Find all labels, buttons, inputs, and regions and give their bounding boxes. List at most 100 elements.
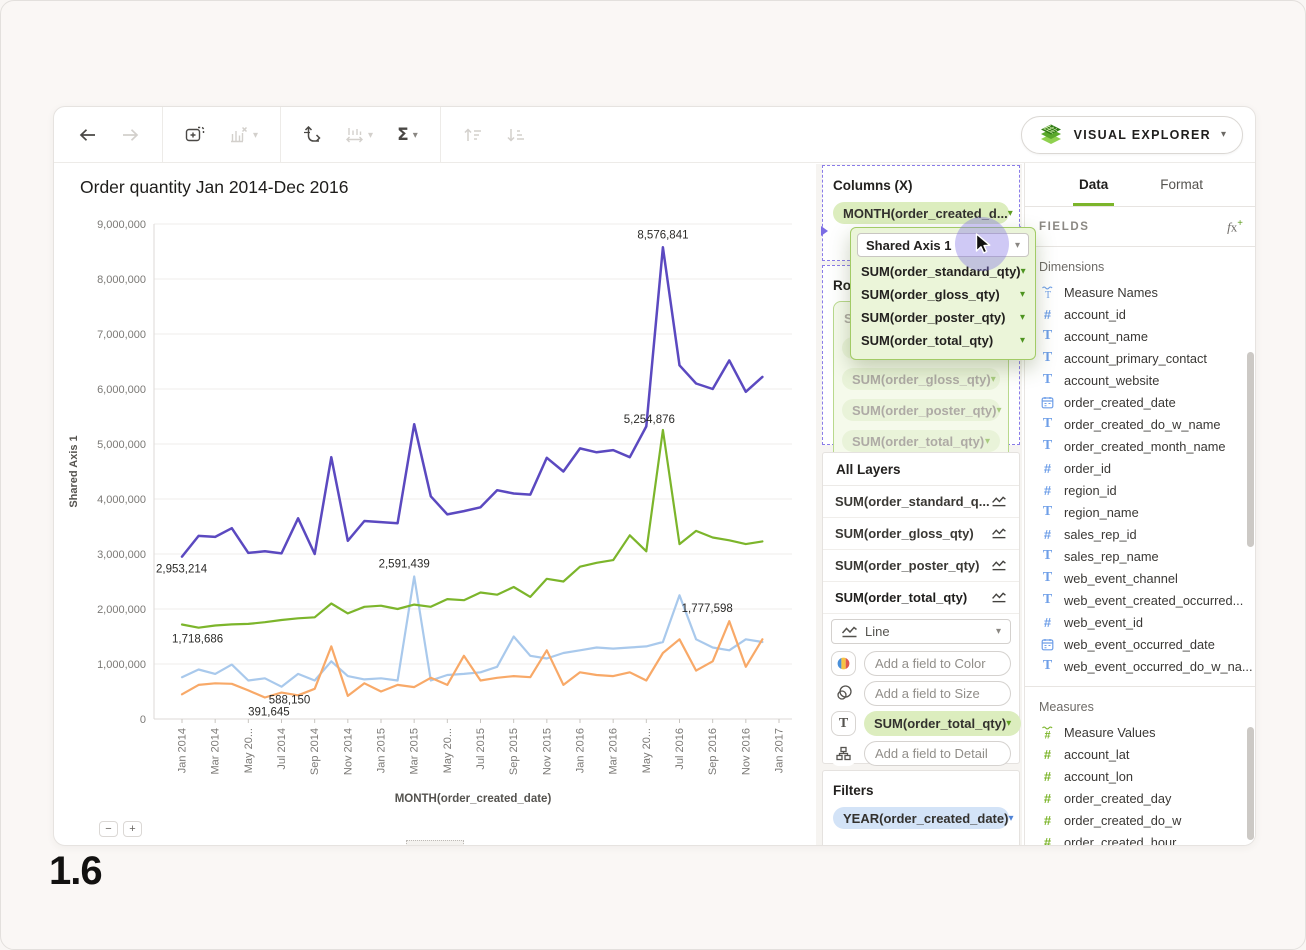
field-item[interactable]: Taccount_website (1025, 369, 1256, 391)
svg-text:5,254,876: 5,254,876 (624, 414, 675, 426)
tab-format[interactable]: Format (1160, 163, 1203, 206)
svg-text:Jan 2015: Jan 2015 (376, 728, 388, 773)
chart-zoom-controls: − + (99, 821, 142, 837)
fx-add-calculation-icon[interactable]: fx+ (1227, 218, 1243, 235)
dragged-pill[interactable]: SUM(order_total_qty)▾ (857, 329, 1029, 352)
dragged-shared-axis-card[interactable]: Shared Axis 1 ▾ SUM(order_standard_qty)▾… (850, 227, 1036, 360)
field-item[interactable]: #Measure Values (1025, 721, 1256, 743)
svg-text:Shared Axis 1: Shared Axis 1 (68, 435, 80, 507)
svg-text:6,000,000: 6,000,000 (97, 384, 146, 396)
field-item[interactable]: TMeasure Names (1025, 281, 1256, 303)
field-item[interactable]: #account_lat (1025, 743, 1256, 765)
dragged-pill[interactable]: SUM(order_gloss_qty)▾ (857, 283, 1029, 306)
detail-field-input[interactable]: Add a field to Detail (864, 741, 1011, 766)
delete-visualization-button: ▾ (221, 120, 266, 149)
resize-bars-icon (345, 126, 364, 143)
field-item[interactable]: #region_id (1025, 479, 1256, 501)
chevron-down-icon[interactable]: ▾ (1006, 718, 1011, 729)
detail-icon[interactable] (831, 741, 856, 766)
field-item[interactable]: web_event_occurred_date (1025, 633, 1256, 655)
field-item[interactable]: Tregion_name (1025, 501, 1256, 523)
dimensions-list: TMeasure Names#account_idTaccount_nameTa… (1025, 281, 1256, 677)
field-item[interactable]: #order_id (1025, 457, 1256, 479)
layer-tab[interactable]: SUM(order_gloss_qty) (823, 518, 1019, 550)
field-item[interactable]: #web_event_id (1025, 611, 1256, 633)
text-icon[interactable]: T (831, 711, 856, 736)
dragged-pill[interactable]: SUM(order_standard_qty)▾ (857, 260, 1029, 283)
field-item[interactable]: Tweb_event_created_occurred... (1025, 589, 1256, 611)
mark-type-dropdown[interactable]: Line ▾ (831, 619, 1011, 644)
svg-text:8,000,000: 8,000,000 (97, 274, 146, 286)
line-mark-icon (991, 560, 1007, 571)
field-item[interactable]: Tsales_rep_name (1025, 545, 1256, 567)
field-item[interactable]: Torder_created_do_w_name (1025, 413, 1256, 435)
back-button[interactable] (70, 121, 105, 149)
arrow-right-icon (121, 127, 140, 143)
field-item[interactable]: Tweb_event_occurred_do_w_na... (1025, 655, 1256, 677)
chevron-down-icon: ▾ (1020, 312, 1025, 323)
layer-tab[interactable]: SUM(order_poster_qty) (823, 550, 1019, 582)
line-chart[interactable]: 01,000,0002,000,0003,000,0004,000,0005,0… (62, 157, 818, 817)
zoom-out-button[interactable]: − (99, 821, 118, 837)
measures-scrollbar[interactable] (1247, 727, 1254, 840)
forward-button (113, 121, 148, 149)
layer-tab[interactable]: SUM(order_standard_q... (823, 486, 1019, 518)
svg-text:Sep 2016: Sep 2016 (707, 728, 719, 775)
pill-year-order-created-date[interactable]: YEAR(order_created_date) ▾ (833, 807, 1009, 829)
chevron-down-icon: ▾ (1221, 129, 1226, 140)
tab-data[interactable]: Data (1079, 163, 1108, 206)
rows-pill[interactable]: SUM(order_gloss_qty)▾ (842, 368, 1000, 390)
all-layers-tab[interactable]: All Layers (823, 453, 1019, 486)
chevron-down-icon: ▾ (1021, 266, 1026, 277)
resize-bars-button: ▾ (337, 120, 381, 149)
swap-axes-button[interactable] (295, 120, 329, 149)
chevron-down-icon[interactable]: ▾ (1008, 208, 1013, 219)
svg-text:Nov 2014: Nov 2014 (342, 728, 354, 775)
field-item[interactable]: Tweb_event_channel (1025, 567, 1256, 589)
size-shelf: Add a field to Size (823, 678, 1019, 708)
chevron-down-icon[interactable]: ▾ (1008, 813, 1013, 824)
svg-text:3,000,000: 3,000,000 (97, 549, 146, 561)
calendar-icon (1040, 638, 1055, 651)
new-visualization-button[interactable] (177, 120, 213, 149)
measures-list: #Measure Values#account_lat#account_lon#… (1025, 721, 1256, 846)
drop-indicator-left-icon (821, 226, 828, 236)
field-item[interactable]: #account_id (1025, 303, 1256, 325)
number-icon: # (1040, 527, 1055, 542)
color-icon[interactable] (831, 651, 856, 676)
color-field-input[interactable]: Add a field to Color (864, 651, 1011, 676)
number-icon: # (1040, 615, 1055, 630)
field-item[interactable]: order_created_date (1025, 391, 1256, 413)
chevron-down-icon[interactable]: ▾ (996, 626, 1001, 637)
field-item[interactable]: #order_created_hour (1025, 831, 1256, 846)
filters-shelf[interactable]: Filters YEAR(order_created_date) ▾ (822, 770, 1020, 846)
new-viz-icon (185, 126, 205, 143)
visual-explorer-button[interactable]: VISUAL EXPLORER ▾ (1021, 116, 1243, 154)
svg-text:Jul 2016: Jul 2016 (674, 728, 686, 770)
size-icon[interactable] (831, 681, 856, 706)
version-label: 1.6 (49, 849, 102, 894)
layer-tab[interactable]: SUM(order_total_qty) (823, 582, 1019, 614)
field-item[interactable]: Taccount_name (1025, 325, 1256, 347)
sort-descending-button (498, 121, 533, 149)
field-item[interactable]: #sales_rep_id (1025, 523, 1256, 545)
dragged-card-header[interactable]: Shared Axis 1 ▾ (857, 233, 1029, 257)
dimensions-scrollbar[interactable] (1247, 352, 1254, 547)
aggregate-button[interactable]: Σ▾ (389, 119, 426, 151)
pill-month-order-created-date[interactable]: MONTH(order_created_d... ▾ (833, 202, 1009, 224)
rows-pill[interactable]: SUM(order_total_qty)▾ (842, 430, 1000, 452)
field-item[interactable]: #order_created_day (1025, 787, 1256, 809)
visual-explorer-label: VISUAL EXPLORER (1074, 128, 1211, 142)
rows-pill[interactable]: SUM(order_poster_qty)▾ (842, 399, 1000, 421)
field-item[interactable]: Taccount_primary_contact (1025, 347, 1256, 369)
dragged-pill[interactable]: SUM(order_poster_qty)▾ (857, 306, 1029, 329)
toolbar: ▾ ▾ Σ▾ VISUAL EXPLORER ▾ (54, 107, 1255, 163)
pill-sum-order-total-qty-text[interactable]: SUM(order_total_qty) ▾ (864, 711, 1021, 736)
size-field-input[interactable]: Add a field to Size (864, 681, 1011, 706)
zoom-in-button[interactable]: + (123, 821, 142, 837)
field-item[interactable]: Torder_created_month_name (1025, 435, 1256, 457)
field-item[interactable]: #order_created_do_w (1025, 809, 1256, 831)
field-item[interactable]: #account_lon (1025, 765, 1256, 787)
svg-text:#: # (1044, 730, 1050, 740)
dimensions-header: Dimensions (1025, 247, 1256, 281)
